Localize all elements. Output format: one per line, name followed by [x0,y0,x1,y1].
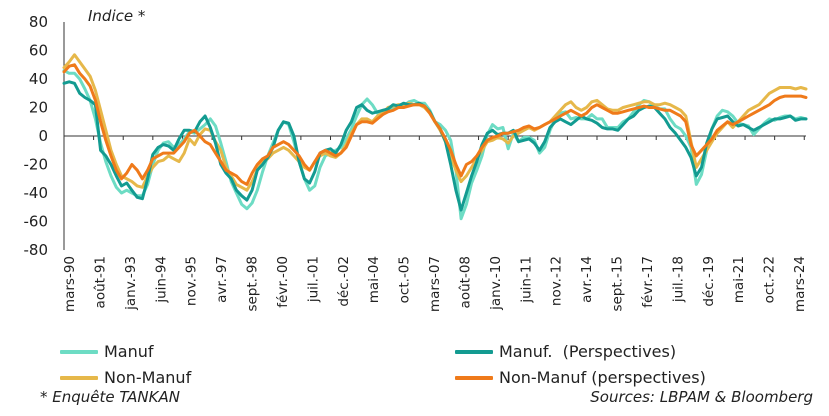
legend-swatch-non-manuf-perspectives [455,375,493,380]
x-tick-label: mai-21 [731,256,747,303]
line-chart: Indice * 80 60 40 20 0 -20 -40 -60 -80 mars-90 ao… [24,7,809,312]
x-tick-label: sept.-15 [610,256,626,312]
x-tick-label: août-91 [92,256,108,308]
footnote: * Enquête TANKAN [40,388,180,406]
x-tick-label: juil.-01 [305,256,321,303]
x-tick-label: nov.-12 [549,256,565,306]
legend-swatch-manuf [60,349,98,354]
x-tick-label: déc.-19 [701,256,717,307]
axes [63,22,806,250]
y-tick-label: 20 [29,99,48,117]
x-tick-label: nov.-95 [184,256,200,306]
x-tick-label: avr.-14 [579,256,595,303]
y-tick-label: -20 [24,156,49,174]
x-tick-label: oct.-05 [397,256,413,303]
x-tick-label: juil.-18 [670,256,686,303]
legend-item-non-manuf-perspectives: Non-Manuf (perspectives) [455,368,706,387]
x-tick-label: févr.-00 [275,256,291,308]
series-line-3 [62,63,808,186]
legend-label-manuf: Manuf [104,342,154,361]
x-tick-label: mai-04 [366,256,382,303]
legend: Manuf Manuf. (Perspectives) Non-Manuf No… [0,340,829,396]
x-tick-label: déc.-02 [336,256,352,307]
legend-label-non-manuf-perspectives: Non-Manuf (perspectives) [499,368,706,387]
y-axis-title: Indice * [88,7,146,25]
y-axis-ticks: 80 60 40 20 0 -20 -40 -60 -80 [24,13,49,259]
x-tick-label: févr.-17 [640,256,656,308]
x-tick-label: mars-24 [792,256,808,312]
legend-item-manuf: Manuf [60,342,154,361]
legend-item-manuf-perspectives: Manuf. (Perspectives) [455,342,676,361]
legend-label-non-manuf: Non-Manuf [104,368,192,387]
legend-label-manuf-perspectives: Manuf. (Perspectives) [499,342,677,361]
series-line-1 [62,80,808,212]
y-tick-label: 40 [29,70,48,88]
x-tick-label: janv.-10 [488,256,504,311]
legend-item-non-manuf: Non-Manuf [60,368,191,387]
x-tick-label: oct.-22 [762,256,778,303]
y-tick-label: -40 [24,184,49,202]
x-tick-label: sept.-98 [245,256,261,312]
x-tick-label: mars-07 [427,256,443,312]
x-tick-label: janv.-93 [123,256,139,311]
x-tick-label: août-08 [457,256,473,308]
x-axis-ticks: mars-90 août-91 janv.-93 juin-94 nov.-95 avr.… [62,256,808,312]
x-tick-label: juin-94 [153,256,169,304]
sources-note: Sources: LBPAM & Bloomberg [590,388,813,406]
x-tick-label: juin-11 [518,256,534,304]
x-tick-label: avr.-97 [214,256,230,303]
footer: * Enquête TANKAN Sources: LBPAM & Bloomb… [0,388,829,412]
legend-swatch-non-manuf [60,375,98,380]
x-tick-label: mars-90 [62,256,78,312]
y-tick-label: 0 [38,127,48,145]
series-lines [62,53,808,221]
y-tick-label: 80 [29,13,48,31]
y-tick-label: -80 [24,241,49,259]
y-tick-label: -60 [24,213,49,231]
y-tick-label: 60 [29,42,48,60]
legend-swatch-manuf-perspectives [455,349,493,354]
